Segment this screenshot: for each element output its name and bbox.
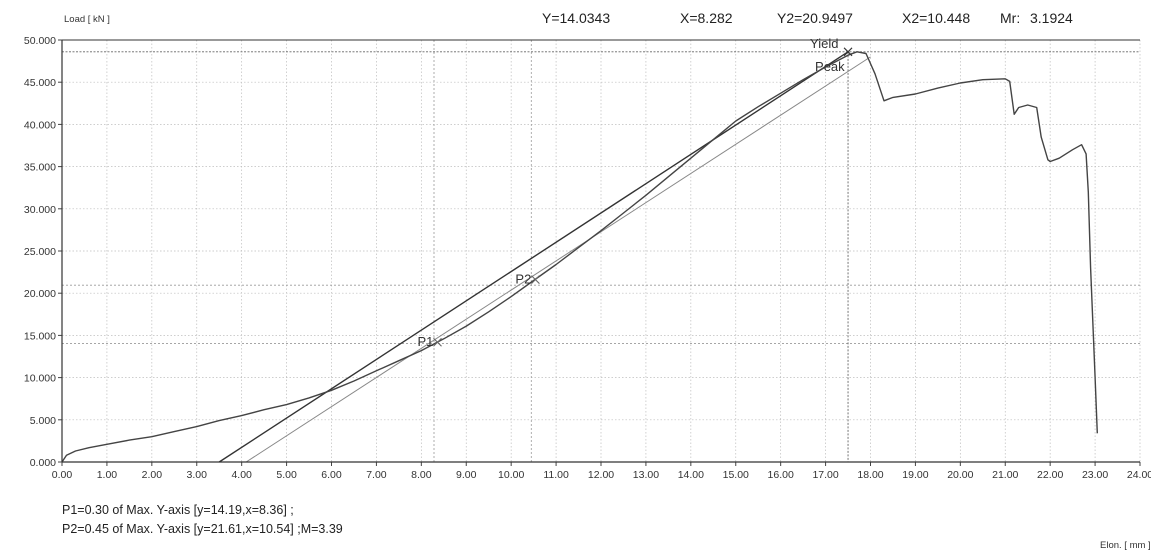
x-tick-label: 12.00 <box>588 469 614 481</box>
y-axis-label: Load [ kN ] <box>64 14 110 25</box>
x-tick-label: 13.00 <box>633 469 659 481</box>
x-tick-label: 8.00 <box>411 469 432 481</box>
marker-p1-cross <box>433 337 442 347</box>
x-tick-label: 6.00 <box>321 469 342 481</box>
marker-yield-cross <box>843 47 853 57</box>
marker-p2-label: P2 <box>515 272 531 287</box>
x-tick-label: 9.00 <box>456 469 477 481</box>
marker-p1-label: P1 <box>418 334 434 349</box>
x-tick-label: 18.00 <box>857 469 883 481</box>
x-tick-label: 19.00 <box>902 469 928 481</box>
cursor-y-readout: Y=14.0343 <box>542 10 610 26</box>
p1-result-text: P1=0.30 of Max. Y-axis [y=14.19,x=8.36] … <box>62 503 294 517</box>
y-tick-label: 45.000 <box>24 77 56 89</box>
y-tick-label: 5.000 <box>30 415 56 427</box>
marker-p2-cross <box>531 275 540 285</box>
x-tick-label: 24.00 <box>1127 469 1151 481</box>
x-tick-label: 1.00 <box>97 469 118 481</box>
cursor-x-readout: X=8.282 <box>680 10 733 26</box>
cursor-lines <box>62 40 1140 462</box>
load-curve <box>61 51 1098 463</box>
reference-lines <box>218 51 871 463</box>
x-tick-label: 4.00 <box>231 469 252 481</box>
x-tick-label: 11.00 <box>543 469 569 481</box>
x-axis-label: Elon. [ mm ] <box>1100 540 1151 551</box>
x-tick-label: 3.00 <box>187 469 208 481</box>
reference-line <box>245 56 871 463</box>
cursor-x2-readout: X2=10.448 <box>902 10 970 26</box>
y-tick-label: 30.000 <box>24 204 56 216</box>
markers: P1 P2 Yield Peak <box>418 36 853 349</box>
x-tick-label: 0.00 <box>52 469 73 481</box>
grid <box>61 39 1141 463</box>
mr-value: 3.1924 <box>1030 10 1073 26</box>
y-tick-label: 15.000 <box>24 330 56 342</box>
x-tick-label: 23.00 <box>1082 469 1108 481</box>
y-tick-label: 35.000 <box>24 162 56 174</box>
y-tick-label: 10.000 <box>24 373 56 385</box>
y-tick-label: 40.000 <box>24 119 56 131</box>
y-tick-label: 0.000 <box>30 457 56 469</box>
marker-yield-label: Yield <box>810 36 838 51</box>
axes: 0.00 1.00 2.00 3.00 4.00 5.00 6.00 7.00 8.00 9.00… <box>24 35 1151 481</box>
reference-line <box>218 51 849 463</box>
y-tick-label: 25.000 <box>24 246 56 258</box>
x-tick-label: 20.00 <box>947 469 973 481</box>
x-tick-label: 16.00 <box>768 469 794 481</box>
x-tick-label: 22.00 <box>1037 469 1063 481</box>
y-tick-label: 20.000 <box>24 288 56 300</box>
mr-name: Mr: <box>1000 10 1020 26</box>
x-tick-label: 14.00 <box>678 469 704 481</box>
x-tick-label: 15.00 <box>723 469 749 481</box>
x-tick-label: 5.00 <box>276 469 297 481</box>
x-tick-label: 2.00 <box>142 469 163 481</box>
y-tick-label: 50.000 <box>24 35 56 47</box>
curve-layer <box>61 51 1098 463</box>
x-tick-label: 10.00 <box>498 469 524 481</box>
x-tick-label: 7.00 <box>366 469 387 481</box>
p2-result-text: P2=0.45 of Max. Y-axis [y=21.61,x=10.54]… <box>62 522 343 536</box>
cursor-y2-readout: Y2=20.9497 <box>777 10 853 26</box>
x-tick-label: 17.00 <box>812 469 838 481</box>
x-tick-label: 21.00 <box>992 469 1018 481</box>
marker-peak-label: Peak <box>815 59 845 74</box>
